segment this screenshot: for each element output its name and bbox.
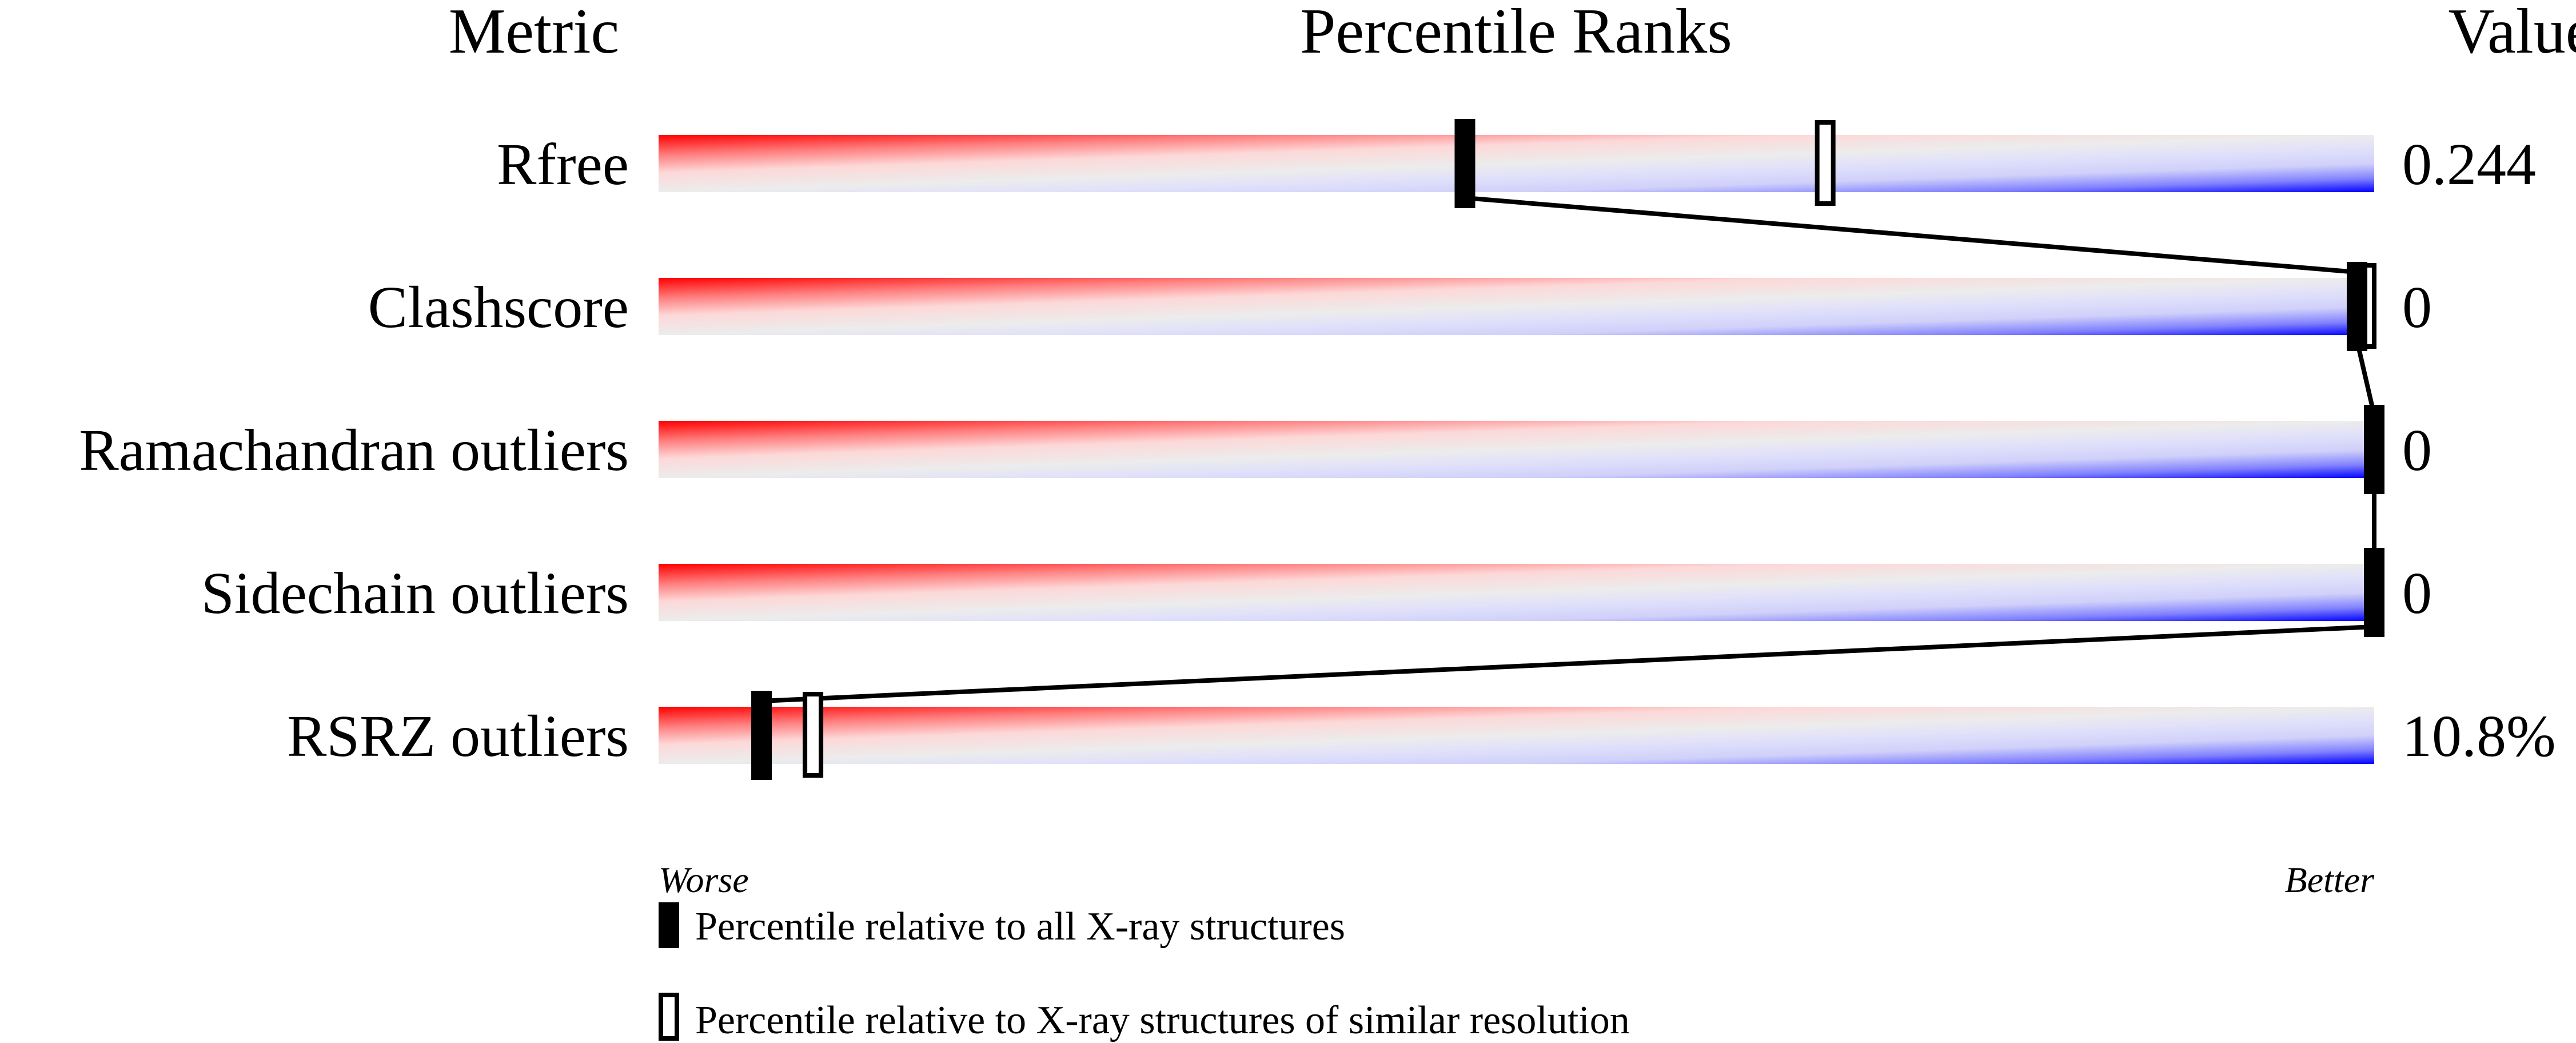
slider-bar	[659, 421, 2374, 478]
slider-bar	[659, 135, 2374, 192]
legend: Percentile relative to all X-ray structu…	[659, 902, 1630, 1042]
metric-label: Ramachandran outliers	[79, 417, 629, 483]
metric-value: 0.244	[2402, 132, 2536, 197]
marker-similar-resolution	[803, 692, 824, 778]
connector-line	[2355, 340, 2376, 416]
header-percentile-ranks: Percentile Ranks	[1300, 0, 1732, 67]
header-metric: Metric	[449, 0, 620, 67]
slider-bar	[659, 707, 2374, 764]
marker-all-structures	[751, 691, 772, 780]
axis-label-better: Better	[2285, 859, 2375, 900]
metric-label: Sidechain outliers	[201, 560, 629, 626]
connector-line	[1465, 196, 2358, 274]
marker-all-structures	[2346, 262, 2367, 351]
metric-label: Rfree	[497, 132, 629, 197]
marker-all-structures	[1454, 119, 1476, 208]
header-value: Value	[2448, 0, 2576, 67]
axis-label-worse: Worse	[659, 859, 749, 900]
legend-marker-open	[659, 993, 679, 1041]
metric-label: Clashscore	[368, 274, 629, 340]
marker-all-structures	[2364, 405, 2384, 494]
metric-value: 0	[2402, 560, 2432, 626]
slider-bar	[659, 278, 2374, 335]
legend-marker-filled	[659, 902, 679, 948]
legend-label-similar: Percentile relative to X-ray structures …	[695, 998, 1630, 1042]
metric-label: RSRZ outliers	[287, 703, 629, 769]
metric-value: 0	[2402, 274, 2432, 340]
marker-similar-resolution	[1815, 120, 1836, 206]
marker-all-structures	[2364, 548, 2384, 637]
legend-label-all: Percentile relative to all X-ray structu…	[695, 905, 1345, 949]
connector-line	[761, 624, 2375, 703]
slider-bar	[659, 564, 2374, 621]
metric-value: 0	[2402, 417, 2432, 483]
metric-value: 10.8%	[2402, 703, 2556, 769]
